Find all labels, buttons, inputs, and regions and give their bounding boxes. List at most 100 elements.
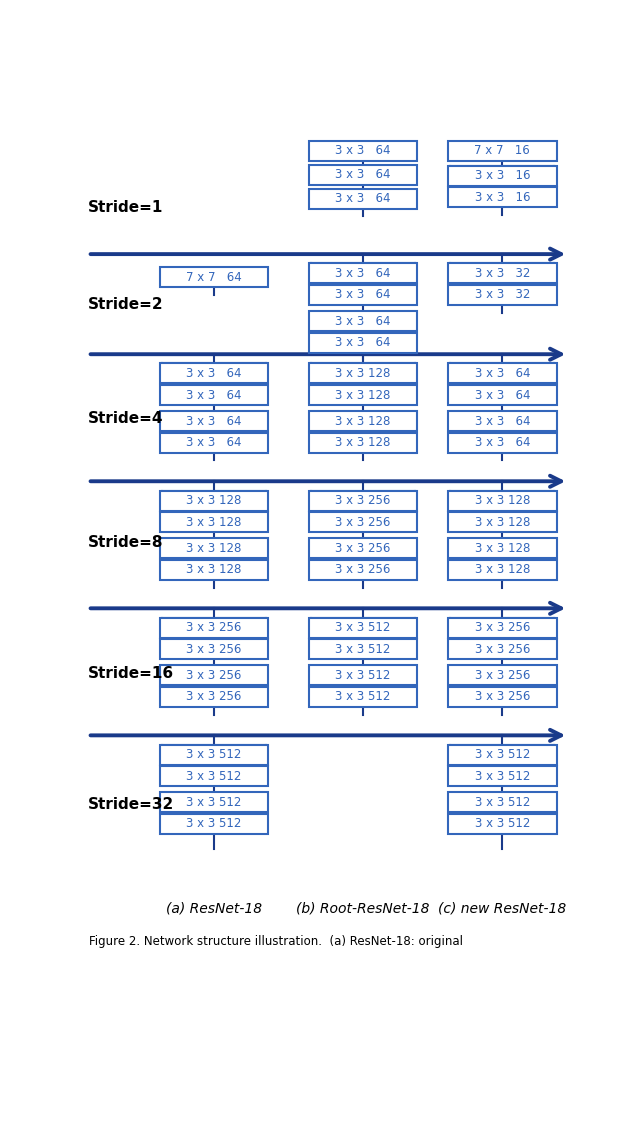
- Text: 3 x 3 512: 3 x 3 512: [335, 691, 390, 703]
- Text: 3 x 3   64: 3 x 3 64: [475, 414, 530, 428]
- Bar: [448, 618, 557, 638]
- Bar: [448, 264, 557, 283]
- Bar: [308, 432, 417, 453]
- Text: 3 x 3 256: 3 x 3 256: [335, 515, 390, 529]
- Bar: [160, 687, 268, 706]
- Text: 3 x 3   64: 3 x 3 64: [186, 367, 242, 380]
- Text: 3 x 3 512: 3 x 3 512: [186, 748, 242, 761]
- Text: 3 x 3 512: 3 x 3 512: [475, 796, 530, 809]
- Bar: [308, 411, 417, 431]
- Text: 3 x 3 512: 3 x 3 512: [186, 818, 242, 830]
- Text: 3 x 3 256: 3 x 3 256: [186, 669, 242, 682]
- Bar: [448, 165, 557, 185]
- Text: Stride=4: Stride=4: [88, 411, 163, 426]
- Text: 3 x 3   64: 3 x 3 64: [335, 314, 390, 328]
- Bar: [448, 385, 557, 405]
- Text: 3 x 3 512: 3 x 3 512: [186, 769, 242, 783]
- Bar: [160, 432, 268, 453]
- Bar: [308, 618, 417, 638]
- Text: 3 x 3 128: 3 x 3 128: [186, 494, 242, 506]
- Bar: [308, 512, 417, 532]
- Bar: [160, 267, 268, 287]
- Bar: [448, 411, 557, 431]
- Text: (c) new ResNet-18: (c) new ResNet-18: [438, 902, 566, 915]
- Bar: [160, 559, 268, 579]
- Bar: [448, 766, 557, 786]
- Bar: [448, 665, 557, 685]
- Bar: [160, 745, 268, 765]
- Text: 3 x 3 128: 3 x 3 128: [475, 515, 530, 529]
- Text: 3 x 3 256: 3 x 3 256: [186, 691, 242, 703]
- Text: 3 x 3   64: 3 x 3 64: [475, 389, 530, 402]
- Text: 3 x 3 128: 3 x 3 128: [475, 494, 530, 506]
- Text: 3 x 3 256: 3 x 3 256: [335, 564, 390, 576]
- Bar: [308, 665, 417, 685]
- Bar: [448, 188, 557, 207]
- Bar: [160, 665, 268, 685]
- Text: 3 x 3 256: 3 x 3 256: [186, 621, 242, 634]
- Text: 3 x 3 256: 3 x 3 256: [475, 691, 530, 703]
- Text: 3 x 3 512: 3 x 3 512: [186, 796, 242, 809]
- Text: 3 x 3 128: 3 x 3 128: [186, 564, 242, 576]
- Text: Stride=8: Stride=8: [88, 536, 163, 550]
- Text: 3 x 3   64: 3 x 3 64: [335, 192, 390, 206]
- Text: Stride=1: Stride=1: [88, 200, 163, 216]
- Bar: [308, 385, 417, 405]
- Text: 3 x 3 512: 3 x 3 512: [335, 669, 390, 682]
- Text: 3 x 3   64: 3 x 3 64: [186, 389, 242, 402]
- Bar: [308, 332, 417, 353]
- Bar: [308, 538, 417, 558]
- Text: 3 x 3 256: 3 x 3 256: [335, 541, 390, 555]
- Bar: [160, 766, 268, 786]
- Bar: [448, 687, 557, 706]
- Bar: [160, 538, 268, 558]
- Text: 3 x 3 256: 3 x 3 256: [475, 621, 530, 634]
- Text: 3 x 3   64: 3 x 3 64: [475, 436, 530, 449]
- Bar: [448, 491, 557, 511]
- Text: (a) ResNet-18: (a) ResNet-18: [166, 902, 262, 915]
- Bar: [308, 311, 417, 331]
- Text: Stride=2: Stride=2: [88, 296, 163, 312]
- Bar: [308, 491, 417, 511]
- Text: 3 x 3 128: 3 x 3 128: [475, 564, 530, 576]
- Text: 3 x 3 128: 3 x 3 128: [335, 436, 390, 449]
- Bar: [160, 411, 268, 431]
- Text: 7 x 7   16: 7 x 7 16: [474, 145, 531, 157]
- Bar: [308, 639, 417, 659]
- Text: 3 x 3   64: 3 x 3 64: [335, 267, 390, 280]
- Text: 3 x 3 512: 3 x 3 512: [475, 818, 530, 830]
- Text: 3 x 3 512: 3 x 3 512: [475, 748, 530, 761]
- Bar: [160, 491, 268, 511]
- Bar: [308, 264, 417, 283]
- Text: 3 x 3   64: 3 x 3 64: [335, 289, 390, 301]
- Text: 3 x 3   64: 3 x 3 64: [335, 168, 390, 181]
- Text: 3 x 3 128: 3 x 3 128: [186, 515, 242, 529]
- Text: 3 x 3 256: 3 x 3 256: [475, 642, 530, 656]
- Bar: [448, 285, 557, 305]
- Bar: [448, 745, 557, 765]
- Bar: [448, 639, 557, 659]
- Bar: [308, 189, 417, 209]
- Bar: [160, 814, 268, 834]
- Bar: [308, 364, 417, 383]
- Bar: [308, 140, 417, 161]
- Bar: [308, 285, 417, 305]
- Text: 3 x 3   16: 3 x 3 16: [475, 170, 530, 182]
- Text: Stride=16: Stride=16: [88, 666, 174, 682]
- Bar: [448, 512, 557, 532]
- Text: (b) Root-ResNet-18: (b) Root-ResNet-18: [296, 902, 429, 915]
- Text: 3 x 3   32: 3 x 3 32: [475, 289, 530, 301]
- Bar: [160, 364, 268, 383]
- Bar: [160, 639, 268, 659]
- Text: 3 x 3   64: 3 x 3 64: [186, 436, 242, 449]
- Text: 3 x 3 128: 3 x 3 128: [335, 367, 390, 380]
- Text: 3 x 3 256: 3 x 3 256: [475, 669, 530, 682]
- Text: 3 x 3   32: 3 x 3 32: [475, 267, 530, 280]
- Text: 3 x 3 128: 3 x 3 128: [186, 541, 242, 555]
- Bar: [448, 793, 557, 812]
- Text: 3 x 3 256: 3 x 3 256: [335, 494, 390, 506]
- Bar: [448, 364, 557, 383]
- Text: 3 x 3 512: 3 x 3 512: [335, 621, 390, 634]
- Bar: [160, 385, 268, 405]
- Bar: [308, 165, 417, 185]
